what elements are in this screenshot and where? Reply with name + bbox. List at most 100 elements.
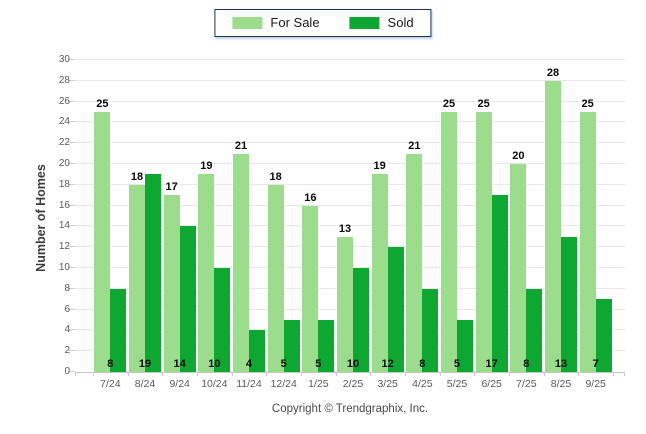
x-tick-mark: [474, 372, 476, 376]
y-tick-label: 24: [58, 116, 70, 128]
y-tick-mark: [68, 79, 75, 81]
y-tick-label: 12: [58, 241, 70, 253]
for-sale-swatch-icon: [232, 17, 263, 29]
y-tick-mark: [68, 100, 75, 102]
x-tick-mark: [543, 372, 545, 376]
sold-bar: [283, 320, 300, 372]
gridline: [75, 204, 625, 206]
y-tick-mark: [68, 142, 75, 144]
sold-swatch-icon: [349, 17, 380, 29]
gridline: [75, 79, 625, 81]
bar-group: 25 5: [440, 60, 475, 372]
plot-area: 25 8 18 19 17 14 19 10 21 4 18 5 16 5 13 10 19 12 21 8 25 5 25…: [68, 59, 625, 376]
x-tick-mark: [127, 372, 129, 376]
sold-value-label: 10: [208, 358, 221, 370]
x-tick-mark: [162, 372, 164, 376]
for-sale-bar: [475, 112, 492, 372]
sold-value-label: 7: [592, 358, 599, 370]
x-tick-label: 10/24: [201, 378, 228, 390]
sold-bar: [491, 195, 508, 372]
for-sale-value-label: 18: [269, 170, 282, 183]
x-tick-mark: [624, 372, 625, 376]
legend-label-sold: Sold: [387, 15, 414, 30]
y-tick-mark: [68, 246, 75, 248]
sold-bar: [179, 226, 196, 372]
for-sale-value-label: 17: [165, 181, 178, 194]
y-tick-label: 4: [64, 324, 70, 336]
for-sale-bar: [579, 112, 596, 372]
y-tick-mark: [68, 308, 75, 310]
sold-bar: [422, 288, 439, 372]
x-tick-mark: [613, 372, 614, 376]
y-tick-mark: [68, 59, 75, 60]
bar-group: 25 8: [93, 60, 128, 372]
y-tick-mark: [68, 350, 75, 352]
sold-value-label: 8: [107, 358, 114, 370]
bar-group: 21 8: [405, 60, 440, 372]
y-tick-mark: [68, 371, 75, 372]
x-tick-label: 11/24: [236, 378, 262, 390]
sold-value-label: 5: [453, 358, 461, 370]
for-sale-bar: [198, 174, 215, 372]
y-tick-mark: [68, 121, 75, 123]
bar-group: 25 17: [474, 60, 509, 372]
sold-bar: [560, 236, 577, 372]
for-sale-value-label: 21: [234, 139, 248, 152]
legend-item-sold: Sold: [349, 15, 414, 30]
legend-item-for-sale: For Sale: [232, 15, 320, 30]
copyright: Copyright © Trendgraphix, Inc.: [271, 403, 429, 415]
for-sale-bar: [336, 236, 353, 372]
sold-value-label: 4: [245, 358, 253, 370]
sold-value-label: 13: [554, 358, 568, 370]
x-tick-label: 7/24: [100, 378, 121, 390]
y-tick-mark: [68, 287, 75, 289]
for-sale-value-label: 25: [96, 98, 109, 110]
for-sale-bar: [232, 153, 249, 372]
y-tick-label: 18: [58, 178, 70, 190]
sold-bar: [214, 268, 231, 372]
for-sale-bar: [302, 205, 319, 372]
for-sale-value-label: 19: [373, 160, 386, 173]
sold-value-label: 10: [346, 358, 360, 370]
for-sale-value-label: 25: [581, 98, 594, 110]
for-sale-value-label: 18: [130, 170, 144, 183]
sold-bar: [352, 268, 369, 372]
sold-value-label: 12: [381, 358, 394, 370]
x-tick-mark: [197, 372, 198, 376]
y-tick-label: 10: [58, 262, 70, 273]
sold-value-label: 17: [485, 358, 498, 370]
sold-bar: [526, 288, 543, 372]
y-tick-label: 14: [58, 220, 70, 232]
bar-group: 18 19: [128, 60, 163, 372]
y-tick-mark: [68, 204, 75, 206]
sold-value-label: 8: [419, 358, 426, 370]
legend-label-for-sale: For Sale: [270, 15, 320, 30]
x-tick-mark: [231, 372, 233, 376]
for-sale-bar: [510, 164, 527, 372]
x-tick-label: 6/25: [481, 378, 502, 390]
sold-bar: [595, 299, 612, 372]
x-tick-label: 8/24: [134, 378, 156, 390]
x-tick-mark: [93, 372, 94, 376]
legend: For Sale Sold: [214, 9, 432, 37]
sold-bar: [248, 330, 265, 372]
gridline: [75, 183, 625, 185]
x-tick-mark: [509, 372, 510, 376]
x-tick-label: 8/25: [550, 378, 572, 390]
x-tick-mark: [335, 372, 337, 376]
for-sale-value-label: 20: [512, 150, 525, 162]
x-tick-label: 12/24: [270, 378, 297, 390]
y-tick-mark: [68, 267, 75, 268]
y-tick-label: 16: [58, 199, 70, 211]
y-tick-label: 22: [58, 137, 70, 149]
y-tick-label: 30: [58, 54, 70, 65]
x-tick-mark: [439, 372, 441, 376]
bar-group: 16 5: [301, 60, 336, 372]
for-sale-bar: [267, 184, 284, 372]
sold-bar: [144, 174, 161, 372]
x-tick-label: 2/25: [342, 378, 364, 390]
y-tick-label: 28: [58, 74, 70, 86]
x-tick-label: 1/25: [308, 378, 329, 390]
x-tick-mark: [578, 372, 580, 376]
